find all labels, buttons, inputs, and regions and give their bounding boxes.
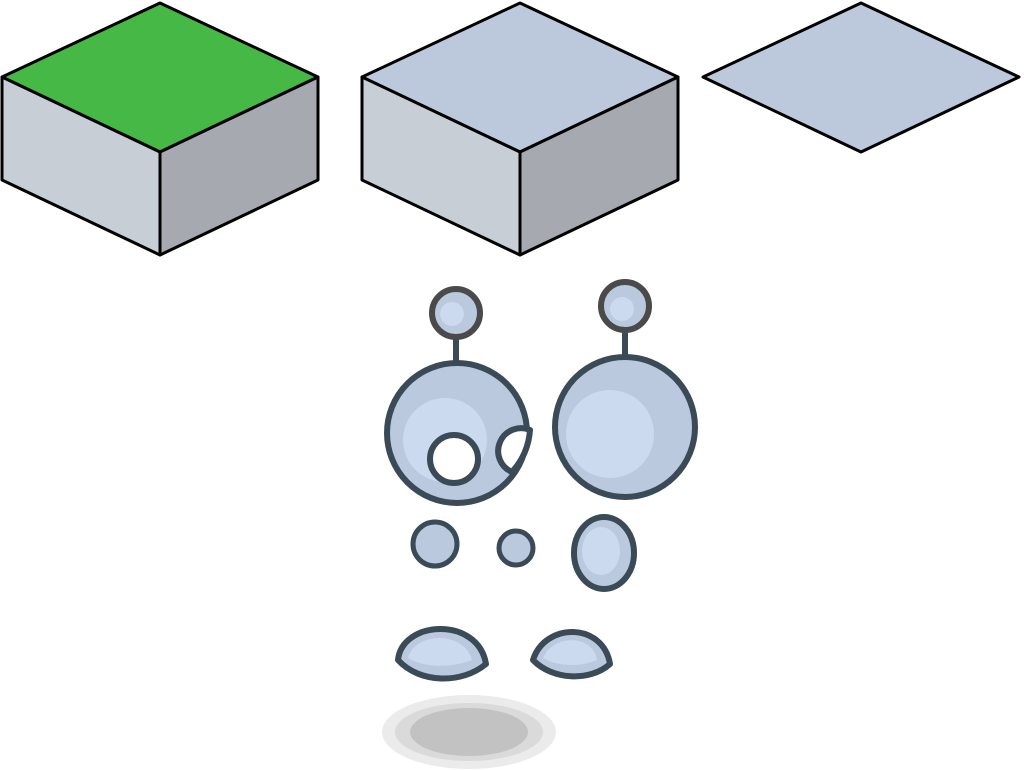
- foot-right: [533, 632, 610, 676]
- grass-block-tile: [2, 3, 318, 255]
- foot-left: [398, 629, 486, 679]
- shadow: [382, 695, 556, 769]
- hand-large: [574, 517, 634, 589]
- hand-medium: [413, 522, 457, 566]
- hand-small: [499, 531, 533, 565]
- flat-floor-top: [703, 3, 1019, 152]
- flat-floor-tile: [703, 3, 1019, 152]
- antenna-left: [432, 289, 480, 366]
- stone-block-tile: [362, 3, 678, 255]
- character-parts: [382, 282, 695, 769]
- head-right: [555, 357, 695, 497]
- antenna-right: [601, 282, 649, 360]
- head-left: [387, 363, 530, 503]
